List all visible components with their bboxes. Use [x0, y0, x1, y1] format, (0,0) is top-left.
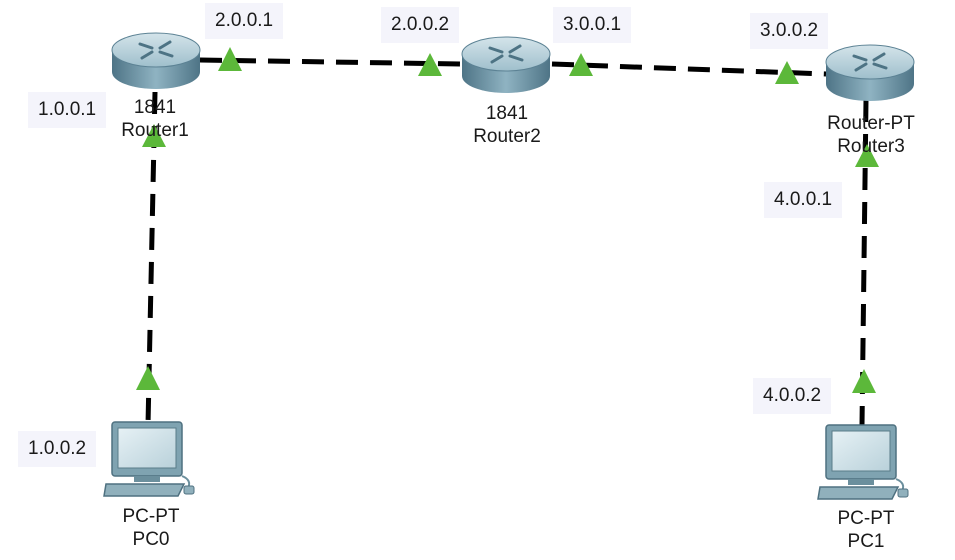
ip-label-router1-wan[interactable]: 2.0.0.1	[205, 3, 284, 39]
ip-label-router1-lan[interactable]: 1.0.0.1	[28, 92, 107, 128]
link-status-up-icon	[569, 53, 593, 76]
link-status-up-icon	[775, 61, 799, 84]
link-status-up-icon	[142, 124, 166, 147]
pc1-icon[interactable]	[817, 424, 909, 500]
router1-model: 1841	[133, 97, 177, 118]
link-status-up-icon	[136, 366, 160, 390]
router2-model: 1841	[485, 103, 529, 124]
router3-name: Router3	[837, 136, 905, 157]
router2-label: 1841 Router2	[473, 102, 541, 148]
router3-model: Router-PT	[827, 113, 915, 134]
router2-icon[interactable]	[461, 36, 551, 93]
router2-name: Router2	[473, 126, 541, 147]
pc1-label: PC-PT PC1	[838, 507, 895, 553]
ip-label-router2-left[interactable]: 2.0.0.2	[381, 7, 460, 43]
link-router2-router3[interactable]	[551, 61, 827, 77]
router3-label: Router-PT Router3	[827, 112, 915, 158]
pc0-label: PC-PT PC0	[123, 505, 180, 551]
router1-label: 1841 Router1	[121, 96, 189, 142]
ip-label-pc0[interactable]: 1.0.0.2	[18, 431, 97, 467]
pc1-name: PC1	[847, 531, 885, 552]
ip-label-router2-right[interactable]: 3.0.0.1	[553, 7, 632, 43]
link-status-up-icon	[418, 53, 442, 76]
pc1-model: PC-PT	[837, 508, 895, 529]
ip-label-pc1[interactable]: 4.0.0.2	[753, 378, 832, 414]
link-router1-router2[interactable]	[199, 57, 463, 67]
pc0-model: PC-PT	[122, 506, 180, 527]
router3-icon[interactable]	[825, 44, 915, 101]
link-status-up-icon	[855, 144, 879, 167]
ip-label-router3-wan[interactable]: 3.0.0.2	[750, 13, 829, 49]
link-status-up-icon	[852, 369, 876, 393]
link-status-up-icon	[218, 47, 242, 71]
pc0-name: PC0	[132, 529, 170, 550]
router1-icon[interactable]	[111, 32, 201, 89]
pc0-icon[interactable]	[103, 421, 195, 497]
ip-label-router3-lan[interactable]: 4.0.0.1	[764, 182, 843, 218]
router1-name: Router1	[121, 120, 189, 141]
